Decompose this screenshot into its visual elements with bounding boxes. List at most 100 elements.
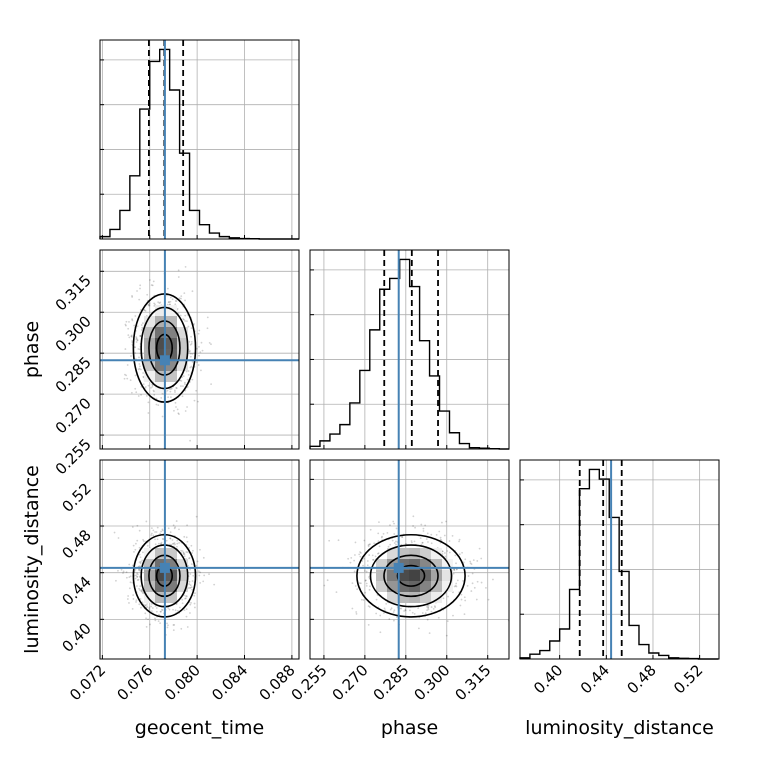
sample-point <box>147 412 150 414</box>
sample-point <box>143 540 145 543</box>
sample-point <box>427 608 430 611</box>
sample-point <box>136 576 139 578</box>
sample-point <box>136 572 138 575</box>
density-cell <box>376 559 387 570</box>
sample-point <box>438 530 441 533</box>
sample-point <box>377 552 380 555</box>
sample-point <box>187 374 190 376</box>
sample-point <box>455 585 458 588</box>
sample-point <box>388 618 391 620</box>
sample-point <box>138 367 141 370</box>
sample-point <box>132 594 135 596</box>
sample-point <box>193 399 196 402</box>
sample-point <box>427 541 429 543</box>
sample-point <box>152 529 155 532</box>
sample-point <box>138 356 140 359</box>
sample-point <box>165 539 168 542</box>
sample-point <box>131 296 134 298</box>
sample-point <box>174 543 176 546</box>
sample-point <box>426 532 429 535</box>
sample-point <box>182 551 185 554</box>
sample-point <box>469 562 472 565</box>
sample-point <box>137 569 140 571</box>
sample-point <box>125 571 128 574</box>
sample-point <box>453 569 456 572</box>
sample-point <box>127 334 130 337</box>
density-cell <box>398 581 409 592</box>
sample-point <box>169 537 172 540</box>
sample-point <box>140 368 142 371</box>
sample-point <box>184 595 187 597</box>
sample-point <box>378 521 380 523</box>
sample-point <box>128 602 130 604</box>
sample-point <box>188 587 191 589</box>
sample-point <box>452 572 455 575</box>
sample-point <box>152 389 155 392</box>
sample-point <box>160 541 163 544</box>
sample-point <box>167 396 170 399</box>
sample-point <box>122 570 125 573</box>
sample-point <box>169 300 172 303</box>
sample-point <box>191 552 193 554</box>
sample-point <box>174 526 177 529</box>
sample-point <box>170 396 172 399</box>
sample-point <box>430 610 433 613</box>
sample-point <box>460 598 463 601</box>
sample-point <box>195 515 198 518</box>
sample-point <box>172 629 175 632</box>
sample-point <box>155 607 158 609</box>
sample-point <box>439 536 442 539</box>
sample-point <box>154 619 157 622</box>
sample-point <box>424 524 427 527</box>
density-cell <box>166 305 177 316</box>
sample-point <box>166 294 168 297</box>
sample-point <box>134 352 137 354</box>
sample-point <box>139 556 142 559</box>
sample-point <box>124 323 127 326</box>
density-cell <box>155 349 166 360</box>
sample-point <box>480 581 483 584</box>
sample-point <box>188 340 191 343</box>
sample-point <box>326 579 329 582</box>
sample-point <box>405 542 407 545</box>
sample-point <box>181 598 184 601</box>
sample-point <box>458 540 460 543</box>
sample-point <box>138 546 141 549</box>
sample-point <box>349 561 352 564</box>
sample-point <box>377 532 380 535</box>
sample-point <box>173 527 176 530</box>
density-cell <box>177 570 188 581</box>
sample-point <box>134 315 137 317</box>
sample-point <box>136 579 139 582</box>
sample-point <box>129 581 132 584</box>
sample-point <box>197 400 199 403</box>
sample-point <box>364 579 367 582</box>
sample-point <box>447 595 449 598</box>
density-cell <box>155 592 166 603</box>
sample-point <box>152 534 155 537</box>
sample-point <box>189 343 192 346</box>
sample-point <box>190 601 192 604</box>
sample-point <box>159 610 162 613</box>
sample-point <box>197 332 200 335</box>
sample-point <box>139 598 142 600</box>
sample-point <box>145 625 148 628</box>
density-cell <box>144 327 155 338</box>
sample-point <box>174 401 177 404</box>
sample-point <box>160 397 163 399</box>
density-cell <box>155 327 166 338</box>
sample-point <box>153 393 156 396</box>
sample-point <box>181 602 184 605</box>
sample-point <box>464 558 467 561</box>
density-cell <box>409 559 420 570</box>
sample-point <box>178 542 180 544</box>
sample-point <box>472 559 475 562</box>
sample-point <box>139 284 142 287</box>
sample-point <box>368 588 371 591</box>
sample-point <box>167 624 169 627</box>
sample-point <box>171 298 174 301</box>
sample-point <box>453 568 456 571</box>
sample-point <box>167 607 170 609</box>
sample-point <box>189 568 191 571</box>
sample-point <box>364 591 367 594</box>
